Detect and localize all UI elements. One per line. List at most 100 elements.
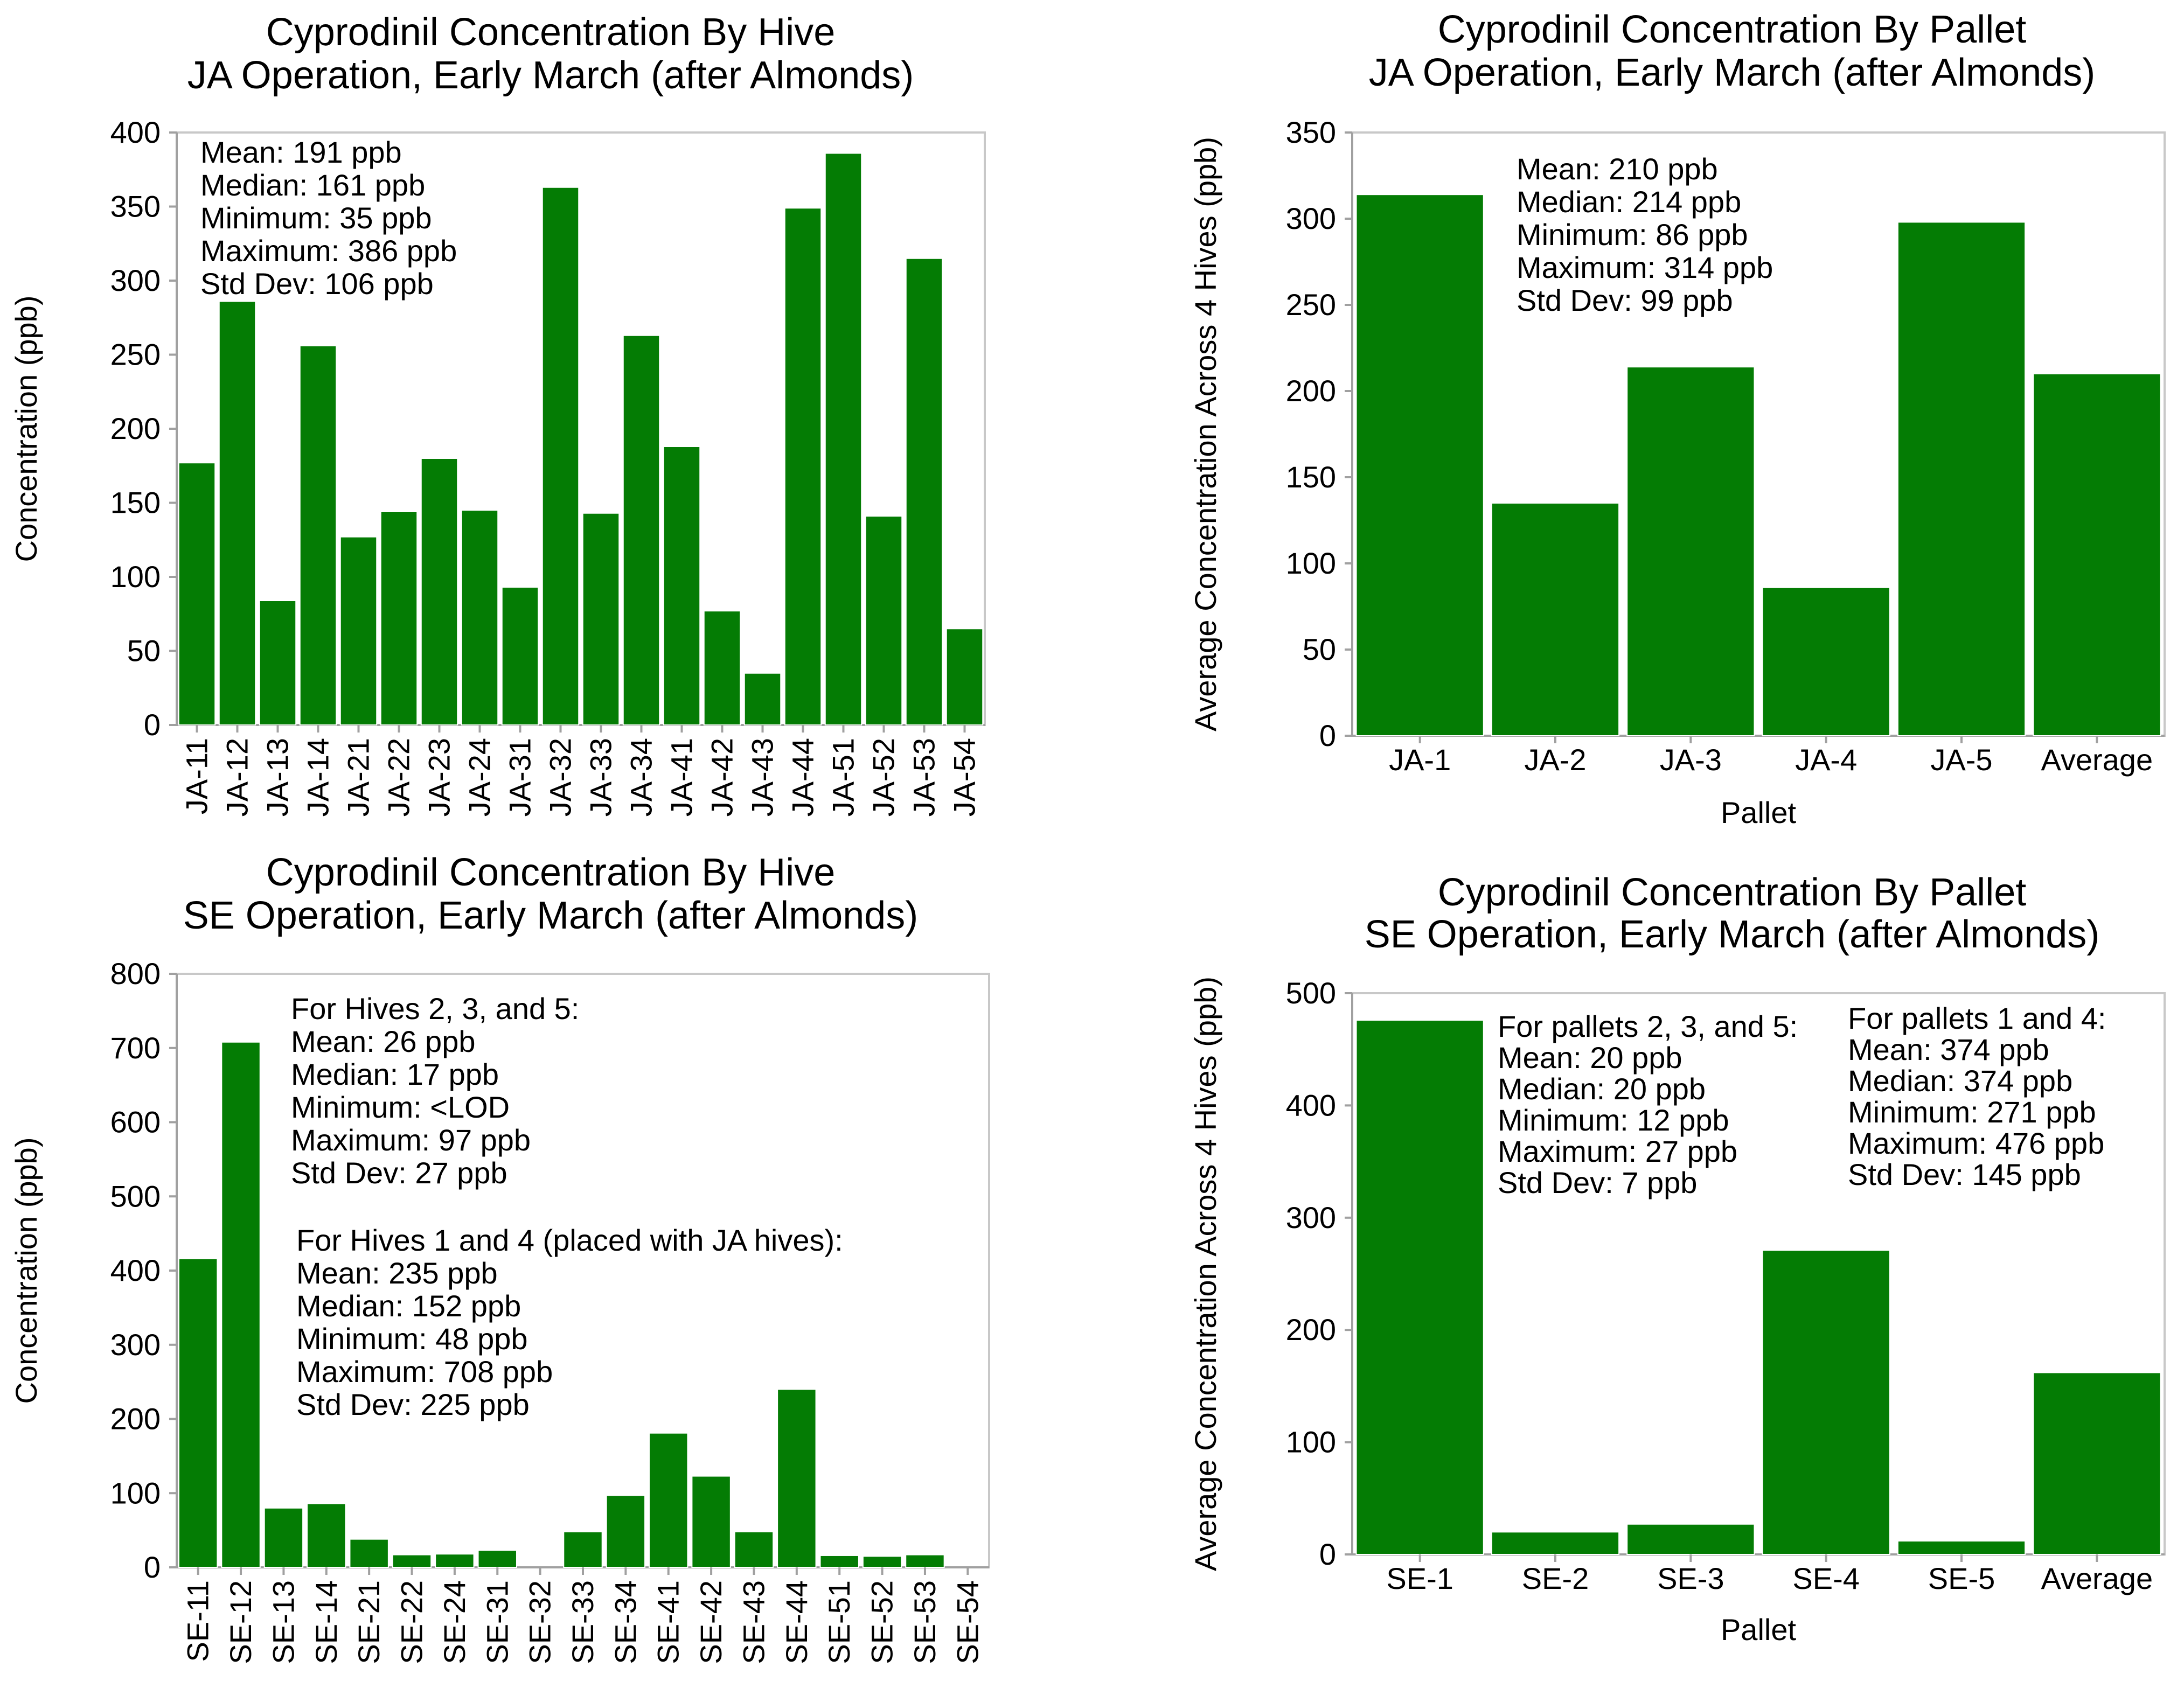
x-tick-label: JA-4 [1795,743,1857,777]
x-tick-label: SE-51 [822,1580,856,1664]
bar-JA-23 [420,458,458,726]
x-tick-label: SE-22 [395,1580,429,1664]
stats-line: For Hives 2, 3, and 5: [291,992,579,1026]
chart-title-line: Cyprodinil Concentration By Hive [266,11,835,54]
x-tick-label: SE-3 [1657,1561,1724,1595]
x-tick-label: SE-13 [266,1580,300,1664]
stats-line: Minimum: <LOD [291,1090,510,1124]
stats-annotation: For pallets 1 and 4:Mean: 374 ppbMedian:… [1848,1001,2106,1191]
bar-JA-12 [218,301,256,726]
x-tick-label: JA-44 [786,738,820,817]
stats-line: Std Dev: 145 ppb [1848,1157,2081,1191]
x-tick-label: SE-24 [437,1580,471,1664]
x-tick-label: JA-54 [948,738,982,817]
x-tick-label: JA-33 [584,738,618,817]
y-tick-label: 100 [110,560,161,594]
stats-line: Std Dev: 27 ppb [291,1156,507,1190]
bar-JA-43 [743,672,782,726]
bar-JA-33 [582,512,620,726]
x-tick-label: SE-4 [1792,1561,1860,1595]
x-tick-label: JA-5 [1930,743,1992,777]
x-tick-label: JA-13 [261,738,295,817]
y-tick-label: 100 [1286,1425,1336,1459]
x-tick-label: SE-21 [352,1580,386,1664]
bar-SE-4 [1762,1250,1890,1556]
bar-SE-51 [819,1554,859,1568]
x-tick-label: SE-5 [1928,1561,1995,1595]
bar-SE-33 [563,1531,603,1568]
y-tick-label: 200 [110,1402,161,1436]
bar-JA-22 [380,511,418,726]
x-tick-label: SE-42 [694,1580,728,1664]
bar-Average [2033,1372,2161,1556]
y-axis-label: Concentration (ppb) [9,1138,43,1404]
bar-JA-51 [824,152,863,726]
stats-line: Median: 374 ppb [1848,1064,2072,1098]
bar-JA-24 [461,510,499,726]
bar-JA-54 [945,628,984,726]
y-tick-label: 100 [110,1476,161,1510]
stats-line: Mean: 210 ppb [1517,152,1718,186]
y-tick-label: 250 [1286,288,1336,322]
x-tick-label: JA-42 [705,738,739,817]
stats-line: Minimum: 48 ppb [296,1322,528,1356]
chart-title-line: Cyprodinil Concentration By Pallet [1438,8,2027,51]
bar-SE-42 [691,1475,731,1568]
bar-SE-41 [649,1432,688,1568]
bar-SE-52 [862,1556,902,1568]
bar-JA-31 [501,587,539,726]
y-tick-label: 0 [1319,719,1336,752]
stats-line: Maximum: 27 ppb [1498,1134,1737,1168]
y-tick-label: 150 [110,486,161,520]
bar-SE-13 [263,1507,304,1568]
bar-JA-21 [339,536,378,726]
stats-annotation: For Hives 1 and 4 (placed with JA hives)… [296,1223,843,1421]
stats-line: Minimum: 12 ppb [1498,1103,1729,1137]
stats-annotation: For Hives 2, 3, and 5:Mean: 26 ppbMedian… [291,992,579,1190]
x-tick-label: JA-22 [382,738,416,817]
y-tick-label: 400 [110,115,161,149]
y-tick-label: 200 [1286,1313,1336,1347]
bar-JA-2 [1491,503,1620,736]
bar-SE-43 [734,1531,774,1568]
bar-SE-53 [905,1554,945,1568]
y-tick-label: 150 [1286,460,1336,494]
stats-line: Std Dev: 99 ppb [1517,283,1733,317]
x-tick-label: SE-34 [608,1580,642,1664]
bar-JA-44 [784,207,822,726]
bar-SE-3 [1626,1523,1755,1555]
bar-JA-13 [259,600,297,726]
x-tick-label: Average [2041,743,2153,777]
stats-line: Std Dev: 225 ppb [296,1387,530,1421]
bar-SE-12 [221,1041,261,1568]
x-tick-label: SE-14 [309,1580,343,1664]
bar-SE-24 [435,1553,475,1568]
x-tick-label: Average [2041,1561,2153,1595]
stats-line: Maximum: 97 ppb [291,1123,531,1157]
stats-line: For pallets 2, 3, and 5: [1498,1009,1798,1043]
stats-line: Mean: 26 ppb [291,1024,475,1058]
chart-title-line: JA Operation, Early March (after Almonds… [187,54,914,97]
stats-line: Mean: 374 ppb [1848,1033,2049,1066]
bar-SE-14 [307,1503,346,1568]
x-tick-label: JA-21 [342,738,375,817]
x-tick-label: SE-32 [523,1580,557,1664]
x-tick-label: SE-31 [480,1580,514,1664]
x-tick-label: JA-24 [463,738,497,817]
x-tick-label: SE-43 [736,1580,770,1664]
stats-line: Mean: 235 ppb [296,1256,498,1290]
chart-title-line: JA Operation, Early March (after Almonds… [1369,51,2096,94]
stats-line: Maximum: 314 ppb [1517,250,1773,284]
x-tick-label: JA-2 [1524,743,1586,777]
y-axis-label: Concentration (ppb) [9,296,43,562]
bar-SE-1 [1355,1020,1484,1555]
stats-line: Maximum: 476 ppb [1848,1126,2104,1160]
y-tick-label: 400 [110,1253,161,1287]
stats-line: Mean: 191 ppb [200,135,402,169]
x-tick-label: JA-53 [907,738,941,817]
y-tick-label: 300 [110,1328,161,1362]
x-tick-label: SE-2 [1522,1561,1589,1595]
